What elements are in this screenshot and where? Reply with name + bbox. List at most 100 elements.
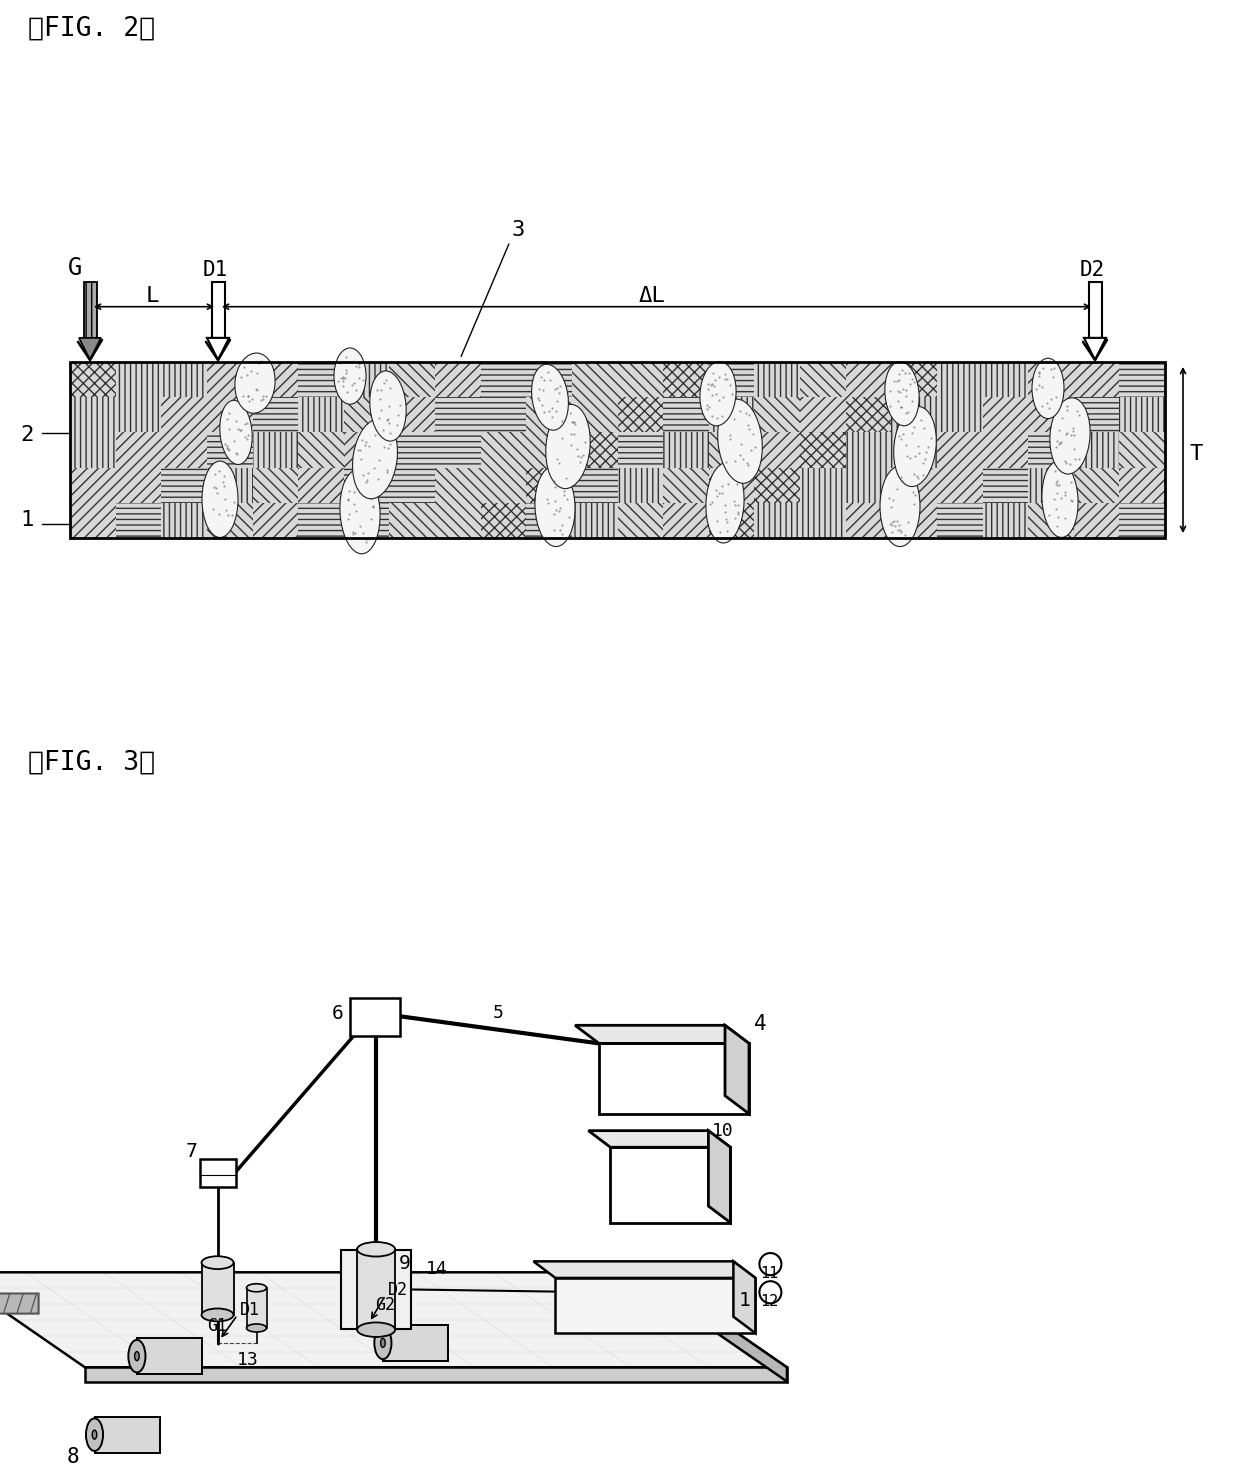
Polygon shape [533,1262,755,1278]
Text: 4: 4 [754,1014,766,1034]
Text: 9: 9 [399,1255,410,1274]
Text: 【FIG. 2】: 【FIG. 2】 [29,15,155,42]
Ellipse shape [699,362,737,426]
Text: G1: G1 [207,1317,227,1335]
Bar [200,1160,236,1188]
Bar [663,503,709,538]
Bar [1120,433,1166,467]
Bar [754,467,800,503]
Bar [435,467,481,503]
Bar [982,467,1028,503]
Bar [357,1249,396,1330]
Polygon shape [207,338,229,360]
Bar [161,362,207,397]
Text: 12: 12 [760,1295,779,1309]
Bar [846,397,892,433]
Bar [892,397,937,433]
Text: D2: D2 [387,1281,408,1299]
Ellipse shape [247,1324,267,1332]
Bar [115,362,161,397]
Bar [343,503,389,538]
Bar [435,503,481,538]
Bar [937,467,982,503]
Text: 2: 2 [20,426,33,445]
Bar [572,397,618,433]
Text: 7: 7 [186,1142,197,1161]
Bar [937,362,982,397]
Bar [69,467,115,503]
Bar [892,362,937,397]
Bar [800,433,846,467]
Ellipse shape [706,463,744,543]
Ellipse shape [546,405,590,488]
Bar [1120,467,1166,503]
Ellipse shape [1050,397,1090,475]
Polygon shape [575,1025,749,1044]
Bar [800,397,846,433]
Bar [663,397,709,433]
Bar [207,467,253,503]
Bar [69,362,1166,538]
Bar [754,503,800,538]
Bar [754,362,800,397]
Ellipse shape [1042,461,1078,537]
FancyArrow shape [0,1286,38,1321]
Bar [1074,503,1120,538]
Bar [663,362,709,397]
Bar [343,397,389,433]
Bar [350,998,401,1035]
Ellipse shape [135,1351,139,1361]
Bar [481,362,526,397]
Bar [161,433,207,467]
Ellipse shape [718,399,763,483]
Bar [343,362,389,397]
Polygon shape [708,1130,730,1222]
Bar [754,397,800,433]
Ellipse shape [202,461,238,537]
Text: 10: 10 [712,1121,733,1139]
Ellipse shape [201,1308,233,1321]
Ellipse shape [374,1327,392,1358]
Bar [83,282,97,338]
Bar [212,282,224,338]
Bar [800,503,846,538]
Text: D2: D2 [1080,260,1105,280]
Bar [253,433,298,467]
Bar [343,467,389,503]
Bar [481,397,526,433]
Bar [253,503,298,538]
Bar [982,503,1028,538]
Ellipse shape [880,466,920,547]
Bar [1074,362,1120,397]
Ellipse shape [370,371,407,440]
Bar [610,1148,730,1222]
Text: 3: 3 [512,221,526,240]
Bar [69,397,115,433]
Bar [754,433,800,467]
Bar [1074,397,1120,433]
Bar [161,467,207,503]
Ellipse shape [201,1256,233,1269]
Bar [937,397,982,433]
Bar [115,397,161,433]
Bar [709,433,754,467]
Bar [618,467,663,503]
Bar [892,503,937,538]
Text: 14: 14 [427,1261,448,1278]
Text: D1: D1 [203,260,228,280]
Polygon shape [1084,338,1106,360]
Text: D1: D1 [239,1301,259,1318]
Bar [247,1287,267,1327]
Bar [937,503,982,538]
Bar [1028,467,1074,503]
Ellipse shape [894,406,936,486]
Bar [526,503,572,538]
Bar [663,433,709,467]
Bar [207,503,253,538]
Bar [846,362,892,397]
Text: 6: 6 [332,1004,343,1023]
Bar [709,362,754,397]
Bar [435,397,481,433]
Bar [937,433,982,467]
Bar [207,397,253,433]
